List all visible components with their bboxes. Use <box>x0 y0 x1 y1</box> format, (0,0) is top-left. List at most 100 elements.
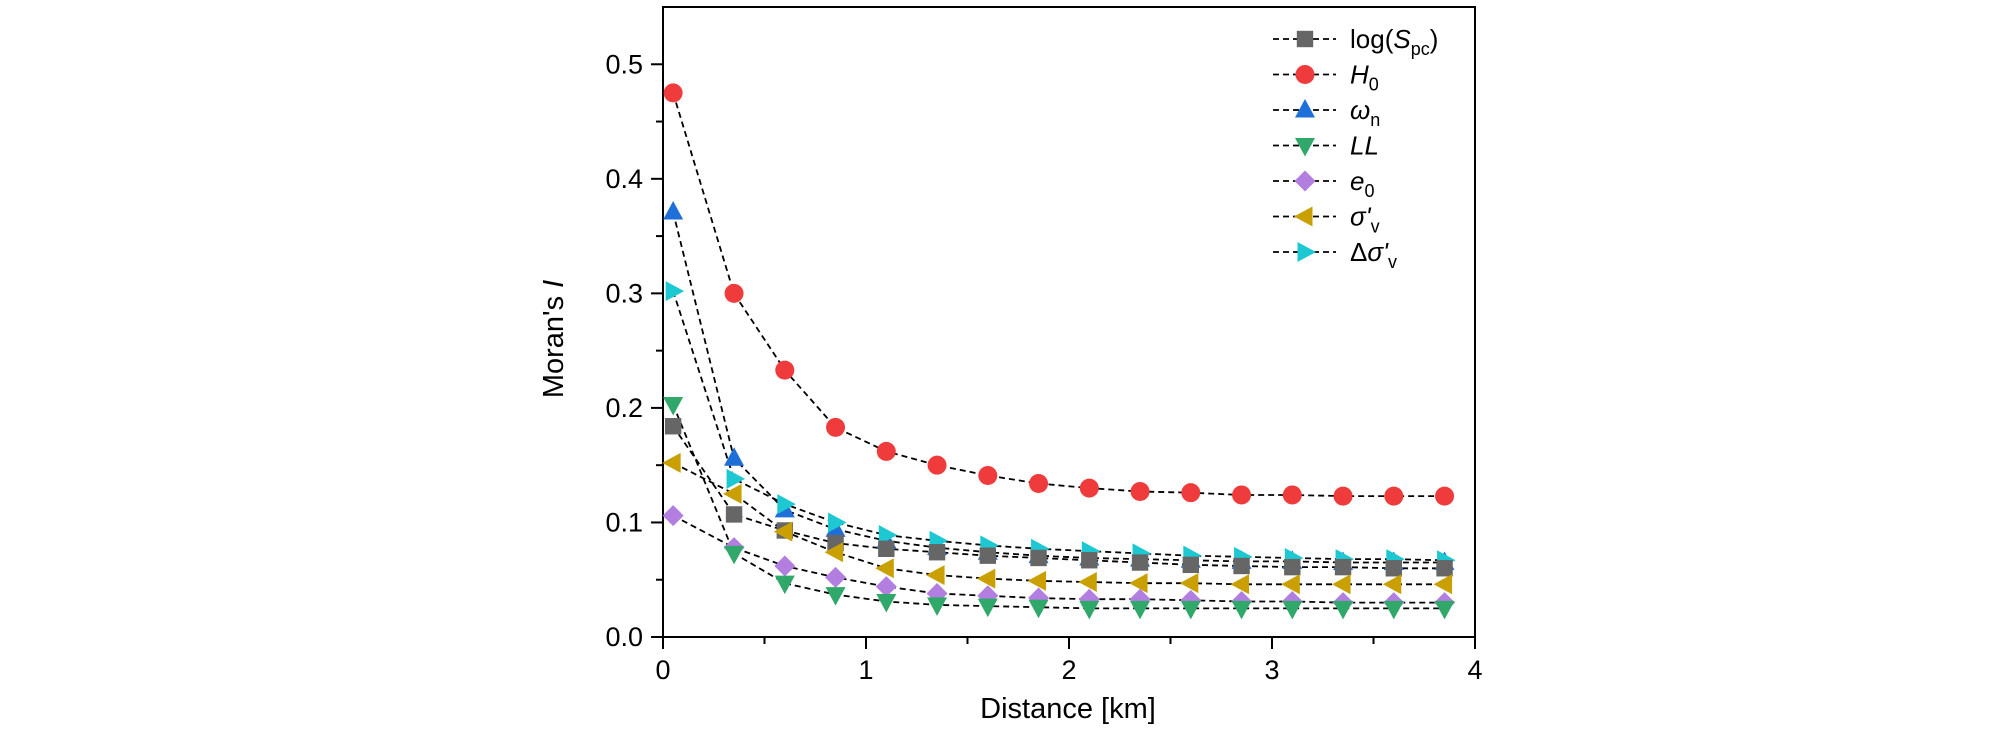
data-point <box>1435 486 1455 506</box>
data-point <box>1230 574 1250 595</box>
data-point <box>826 417 846 437</box>
data-point <box>662 452 681 473</box>
x-axis-title: Distance [km] <box>980 693 1156 725</box>
data-point <box>825 587 846 606</box>
legend-label: ωn <box>1350 95 1380 130</box>
data-point <box>1029 474 1049 494</box>
data-point <box>1030 549 1047 567</box>
series-line <box>672 514 1445 604</box>
data-point <box>773 521 793 542</box>
data-point <box>1028 599 1049 619</box>
x-tick-label: 4 <box>1467 655 1482 685</box>
data-point <box>1434 600 1455 620</box>
y-tick-label: 0.1 <box>605 507 643 537</box>
series-line <box>672 92 1445 497</box>
data-point <box>928 544 946 561</box>
data-point <box>927 597 948 616</box>
data-point <box>824 542 844 563</box>
data-point <box>1233 557 1250 575</box>
data-point <box>876 593 897 613</box>
data-point <box>875 558 894 579</box>
legend-marker <box>1296 30 1314 48</box>
data-point <box>723 483 742 504</box>
data-point <box>1332 574 1351 595</box>
data-point <box>977 598 998 618</box>
data-point <box>1027 570 1047 591</box>
data-point <box>825 566 847 588</box>
data-point <box>774 555 796 577</box>
data-point <box>1182 556 1199 574</box>
data-point <box>1078 572 1097 593</box>
series-line <box>672 290 1445 562</box>
data-point <box>724 283 744 303</box>
data-point <box>663 83 683 103</box>
y-tick-label: 0.4 <box>605 164 643 194</box>
data-point <box>828 512 847 533</box>
data-point <box>1382 574 1402 595</box>
data-point <box>979 547 996 564</box>
y-tick-label: 0.3 <box>605 278 643 308</box>
data-point <box>726 468 746 489</box>
y-tick-label: 0.0 <box>605 622 643 652</box>
legend-label: log(Spc) <box>1350 24 1438 59</box>
data-point <box>978 465 998 485</box>
data-point <box>1081 552 1098 569</box>
data-point <box>1231 600 1252 620</box>
legend-label: Δσ'v <box>1350 237 1397 272</box>
legend-marker <box>1294 206 1313 227</box>
data-point <box>927 455 947 475</box>
data-point <box>1129 573 1148 594</box>
legend-marker <box>1295 65 1315 84</box>
data-point <box>1130 482 1150 502</box>
data-point <box>725 506 743 523</box>
axis-ticks: 0 1 2 3 4 0.0 0.1 0.2 0.3 0.4 0.5 <box>605 49 1482 685</box>
y-tick-label: 0.5 <box>605 49 643 79</box>
data-point <box>662 505 684 527</box>
data-point <box>1383 600 1404 620</box>
legend-marker <box>1295 99 1315 118</box>
data-point <box>665 281 685 302</box>
data-point <box>976 568 996 589</box>
data-point <box>1181 483 1201 503</box>
data-point <box>1180 600 1201 620</box>
data-point <box>1436 560 1453 577</box>
data-point <box>878 525 898 546</box>
data-point <box>1232 485 1252 505</box>
x-tick-label: 2 <box>1061 655 1076 685</box>
y-axis-title: Moran's I <box>538 280 570 398</box>
data-point <box>1282 485 1302 505</box>
x-tick-label: 1 <box>858 655 873 685</box>
legend-label: LL <box>1350 131 1379 161</box>
legend-marker <box>1297 242 1316 262</box>
y-tick-label: 0.2 <box>605 393 643 423</box>
data-point <box>1130 600 1151 620</box>
data-point <box>1179 573 1199 594</box>
legend-label: e0 <box>1350 166 1374 201</box>
data-point <box>774 575 795 595</box>
legend-label: σ'v <box>1350 202 1380 237</box>
series-line <box>672 211 1445 564</box>
data-point <box>724 447 745 466</box>
data-point <box>1385 560 1402 577</box>
data-point <box>878 540 895 557</box>
series-markers <box>662 83 1456 620</box>
data-point <box>875 576 897 598</box>
data-point <box>1281 574 1300 595</box>
data-point <box>1284 558 1301 576</box>
data-point <box>664 418 682 435</box>
data-point <box>724 545 745 565</box>
data-point <box>1282 600 1303 620</box>
data-point <box>1079 478 1099 498</box>
data-point <box>1433 574 1453 595</box>
data-point <box>775 360 795 380</box>
data-point <box>1333 486 1353 506</box>
series-line <box>672 404 1445 610</box>
data-point <box>1384 486 1404 506</box>
data-point <box>876 441 896 461</box>
data-point <box>926 565 945 586</box>
data-point <box>1333 600 1354 620</box>
series-line <box>672 425 1445 570</box>
legend-marker <box>1294 170 1316 192</box>
